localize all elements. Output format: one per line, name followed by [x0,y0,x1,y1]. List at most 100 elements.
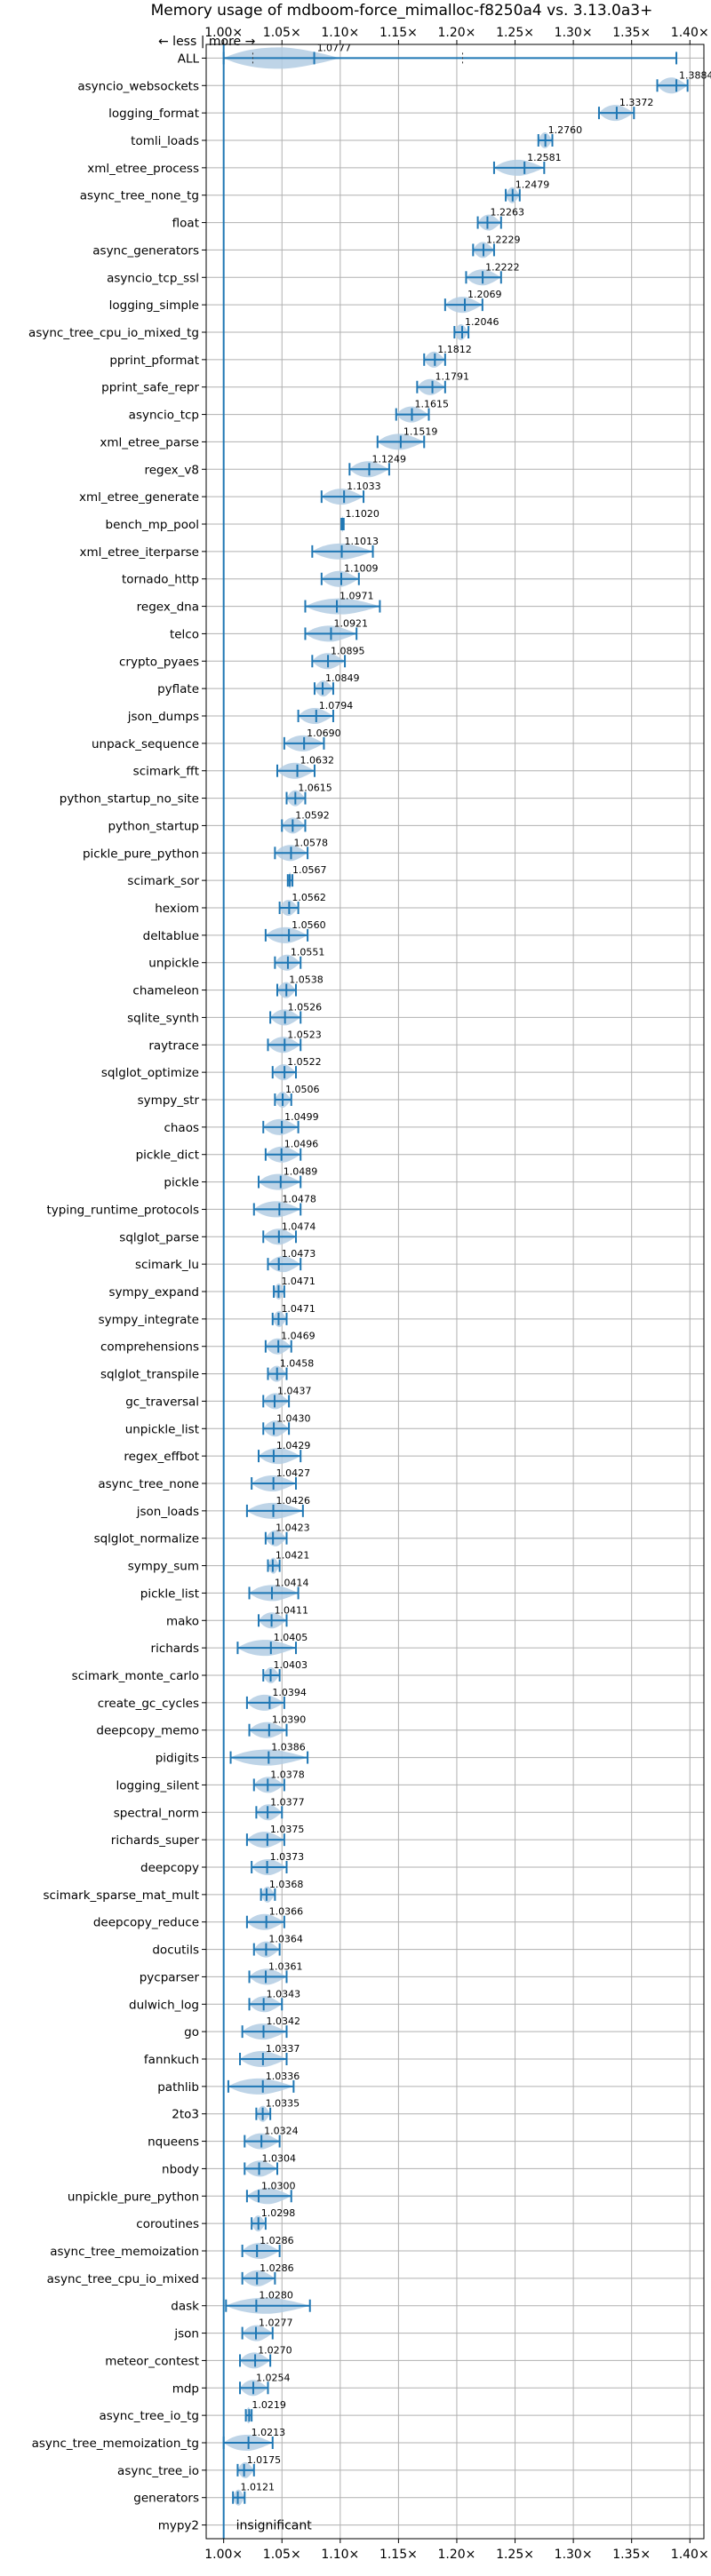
value-label: 1.2479 [515,179,550,191]
benchmark-label: regex_effbot [124,1450,199,1464]
value-label: 1.1812 [437,344,472,355]
value-label: 1.0368 [269,1879,304,1890]
benchmark-label: async_tree_io_tg [99,2409,199,2423]
benchmark-label: comprehensions [100,1340,199,1355]
benchmark-label: async_tree_memoization [50,2245,199,2259]
value-label: 1.0551 [291,947,325,958]
benchmark-label: async_tree_cpu_io_mixed_tg [28,326,199,340]
value-label: 1.0615 [298,783,332,794]
value-label: 1.0324 [264,2126,299,2137]
value-label: 1.0777 [317,42,352,53]
benchmark-label: go [184,2025,199,2039]
x-tick-label-bottom: 1.00× [204,2548,243,2562]
value-label: 1.0471 [281,1303,316,1315]
value-label: 1.0567 [292,864,327,876]
value-label: 1.0337 [266,2043,300,2055]
benchmark-label: raytrace [148,1038,199,1053]
value-label: 1.0427 [276,1467,311,1479]
x-tick-label-bottom: 1.40× [671,2548,709,2562]
benchmark-label: xml_etree_process [87,162,199,176]
x-tick-label-bottom: 1.10× [321,2548,359,2562]
benchmark-label: spectral_norm [114,1806,199,1820]
value-label: 1.2222 [485,261,520,273]
x-tick-label-top: 1.10× [321,26,359,40]
benchmark-label: generators [133,2492,199,2506]
value-label: 1.0421 [276,1550,310,1562]
value-label: 1.0506 [285,1084,320,1095]
value-label: 1.0390 [272,1714,307,1726]
x-tick-label-bottom: 1.20× [438,2548,476,2562]
value-label: 1.1020 [345,508,379,520]
x-tick-label-bottom: 1.15× [379,2548,418,2562]
value-label: 1.0971 [340,591,374,602]
value-label: 1.1033 [347,481,381,492]
benchmark-label: docutils [152,1944,199,1958]
benchmark-label: typing_runtime_protocols [47,1203,200,1217]
value-label: 1.0560 [292,919,326,931]
benchmark-label: crypto_pyaes [119,655,199,669]
benchmark-label: fannkuch [144,2053,199,2067]
value-label: 1.0430 [276,1412,311,1424]
benchmark-label: regex_v8 [144,463,199,477]
x-tick-label-bottom: 1.25× [496,2548,534,2562]
benchmark-label: richards_super [111,1833,200,1848]
value-label: 1.0364 [268,1934,303,1945]
benchmark-label: async_tree_io [117,2464,199,2478]
value-label: 1.2760 [548,124,583,136]
benchmark-label: unpickle_pure_python [68,2190,199,2204]
value-label: 1.0286 [260,2262,294,2274]
value-label: 1.0386 [271,1742,306,1753]
benchmark-label: chaos [164,1121,199,1135]
benchmark-label: pidigits [156,1752,199,1766]
value-label: 1.0437 [277,1385,312,1396]
benchmark-label: async_tree_memoization_tg [32,2437,199,2451]
benchmark-label: scimark_lu [135,1258,199,1272]
benchmark-label: json [173,2327,199,2341]
benchmark-label: sqlglot_parse [119,1230,199,1244]
value-label: 1.0298 [261,2207,296,2219]
value-label: 1.0304 [262,2152,297,2164]
benchmark-label: sympy_integrate [99,1313,199,1327]
value-label: 1.1791 [435,371,470,383]
x-tick-label-top: 1.25× [496,26,534,40]
value-label: 1.0270 [258,2344,292,2356]
benchmark-label: 2to3 [172,2108,199,2122]
benchmark-label: telco [170,627,199,641]
benchmark-label: pickle [164,1176,199,1190]
benchmark-label: pathlib [157,2080,199,2095]
value-label: 1.0254 [256,2372,291,2383]
x-tick-label-top: 1.05× [263,26,301,40]
benchmark-label: asyncio_tcp [129,409,199,423]
value-label: 1.0121 [241,2482,276,2493]
value-label: 1.0366 [269,1906,304,1918]
benchmark-label: pyflate [157,682,199,696]
benchmark-label: async_generators [92,243,199,258]
benchmark-label: tornado_http [122,573,199,587]
benchmark-label: scimark_sor [127,874,199,888]
range-layer [222,52,689,2504]
benchmark-label: unpack_sequence [92,737,199,751]
benchmark-label: json_dumps [127,710,199,724]
value-label: 1.0414 [275,1577,309,1588]
benchmark-label: logging_silent [116,1778,199,1793]
value-label: 1.0375 [270,1824,305,1835]
benchmark-label: sympy_sum [128,1560,199,1574]
benchmark-label: scimark_sparse_mat_mult [44,1888,199,1903]
label-layer: 1.0777 1.3884 1.3372 1.2760 1.2581 1.2479 1.22… [236,42,711,2532]
value-label: 1.0478 [282,1193,316,1205]
x-tick-label-bottom: 1.05× [263,2548,301,2562]
value-label: 1.0343 [267,1988,301,2000]
benchmark-label: bench_mp_pool [106,518,199,532]
benchmark-label: coroutines [136,2217,199,2231]
value-label: 1.2046 [465,316,499,328]
value-label: 1.0336 [266,2071,300,2082]
value-label: 1.0473 [282,1248,316,1260]
benchmark-label: deepcopy_reduce [93,1916,199,1930]
value-label: 1.2229 [486,234,521,245]
value-label: 1.0411 [275,1604,309,1616]
axis-layer: 1.00× 1.00× 1.05× 1.05× 1.10× 1.10× 1.15× 1.15×… [28,26,709,2562]
benchmark-label: unpickle_list [125,1422,199,1436]
benchmark-label: dask [171,2300,199,2314]
direction-note: ← less | more → [158,35,256,49]
value-label: 1.3372 [619,97,654,108]
